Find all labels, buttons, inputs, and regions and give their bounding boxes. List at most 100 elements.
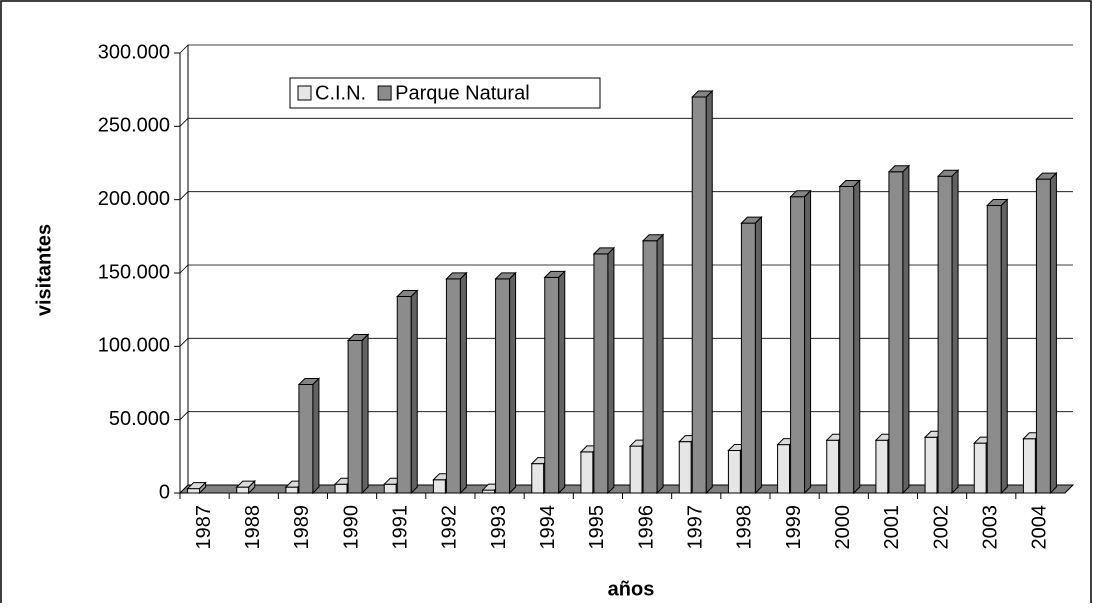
bar [641,233,665,495]
bar [887,164,911,495]
x-tick-label: 2002 [930,505,952,550]
bar-front [396,295,412,494]
bar [592,246,616,495]
y-tick-label: 200.000 [98,188,170,210]
bar-side [558,270,566,495]
y-axis-label: visitantes [33,224,55,316]
x-tick-label: 1989 [291,505,313,550]
x-tick-label: 1987 [193,505,215,550]
legend-label: C.I.N. [315,82,366,104]
bar-front [593,253,609,494]
bar-front [495,278,511,494]
legend-swatch [297,85,312,101]
bar [1035,171,1058,495]
bar [838,179,861,495]
bar [740,215,763,495]
bar-front [727,449,741,494]
bar-front [544,276,560,494]
y-tick-label: 0 [159,481,170,503]
bar-front [973,442,987,494]
bar-front [642,240,658,494]
bar-front [432,479,446,494]
bar [186,481,207,495]
bar-side [312,377,320,495]
bar-front [888,171,904,494]
grid-line [179,337,1073,347]
bar-side [804,189,812,495]
bar-front [580,451,594,494]
x-tick-label: 1998 [734,505,756,550]
x-tick-label: 2001 [881,505,903,550]
bar-side [199,481,207,495]
grid-line [179,264,1073,274]
x-tick-label: 2000 [832,505,854,550]
bar-front [826,439,840,494]
bar-front [383,483,397,494]
bar-front [986,205,1002,494]
bar-side [410,289,418,495]
x-tick-label: 1995 [586,505,608,550]
x-tick-label: 1988 [242,505,264,550]
bar [936,168,960,495]
bar-front [678,441,692,494]
x-tick-label: 1997 [685,505,707,550]
bar-front [187,488,201,494]
bar-front [629,445,643,494]
bar-side [754,215,762,495]
grid-line [179,44,1073,54]
bar-side [1000,198,1008,495]
grid-line [179,117,1073,127]
y-tick-label: 250.000 [98,115,170,137]
legend-box [289,77,601,109]
bar-side [607,246,615,495]
bar-side [902,164,910,495]
bar-side [459,271,467,495]
bar-side [656,233,664,495]
bar [986,198,1009,495]
bar [494,271,517,495]
x-tick-label: 1990 [340,505,362,550]
bar-front [1035,178,1051,494]
bar-side [1049,171,1057,495]
legend-label: Parque Natural [395,82,530,104]
legend-swatch [377,85,392,101]
bar-front [839,185,855,494]
x-tick-label: 1992 [439,505,461,550]
bar [543,270,566,495]
x-tick-label: 1999 [783,505,805,550]
bar-front [236,486,250,494]
bar [297,377,321,495]
bar-front [285,486,299,494]
bar-front [924,436,938,494]
bar-side [361,333,369,495]
bar-front [298,383,314,494]
bar-side [853,179,861,495]
x-tick-label: 1994 [537,505,559,550]
bar-front [445,278,461,494]
bar-front [1022,438,1036,494]
bar [396,289,419,495]
bar-front [937,175,953,494]
x-tick-label: 2003 [980,505,1002,550]
bar-front [740,222,756,494]
bar-side [509,271,517,495]
y-tick-label: 150.000 [98,261,170,283]
bar-front [531,463,545,494]
x-axis-label: años [608,578,655,600]
bar [789,189,812,495]
y-tick-label: 50.000 [109,408,170,430]
x-tick-label: 1996 [635,505,657,550]
bar-front [790,196,806,494]
grid-line [179,191,1073,200]
bar [235,479,256,495]
y-tick-label: 100.000 [98,335,170,357]
x-tick-label: 1991 [390,505,412,550]
y-tick-label: 300.000 [98,41,170,63]
bar-front [777,444,791,494]
bar-front [691,96,707,494]
bar-side [705,89,713,495]
bar [691,89,714,495]
bar [346,333,370,495]
x-tick-label: 1993 [488,505,510,549]
